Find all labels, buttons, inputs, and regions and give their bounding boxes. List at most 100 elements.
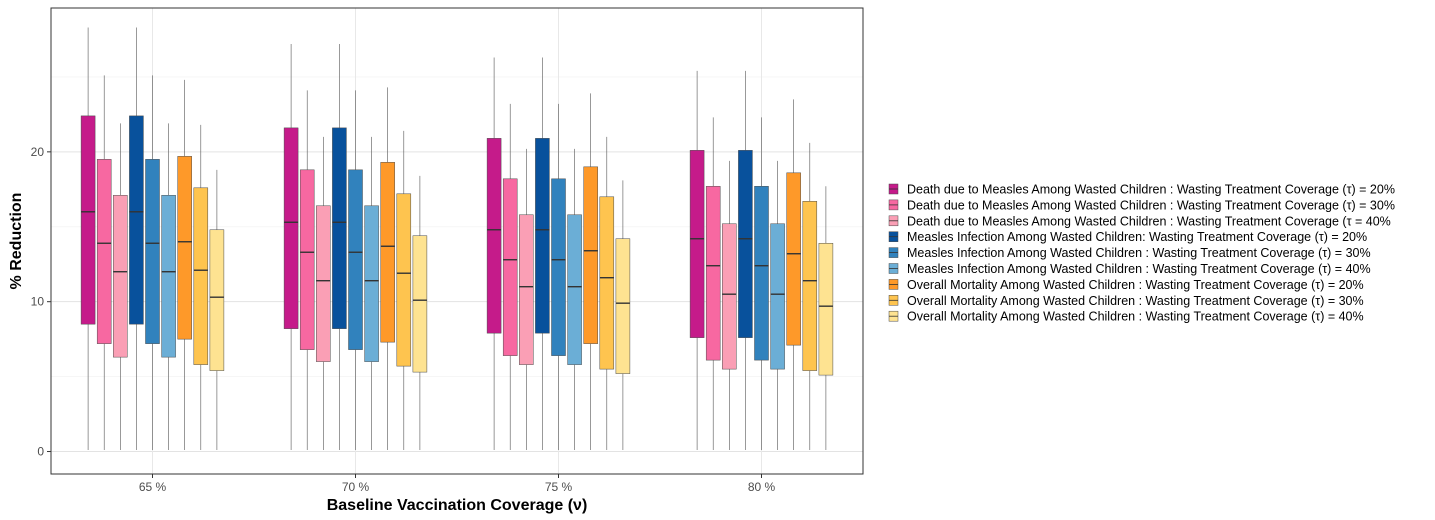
legend-item: Measles Infection Among Wasted Children …	[888, 246, 1371, 260]
legend-item: Death due to Measles Among Wasted Childr…	[888, 183, 1395, 197]
box	[316, 205, 331, 362]
box	[786, 172, 801, 346]
legend-label: Death due to Measles Among Wasted Childr…	[907, 214, 1391, 228]
legend-label: Measles Infection Among Wasted Children:…	[907, 230, 1367, 244]
legend-item: Measles Infection Among Wasted Children:…	[888, 230, 1367, 244]
legend-item: Overall Mortality Among Wasted Children …	[888, 310, 1364, 324]
box-plot-group	[177, 79, 192, 451]
box	[486, 138, 502, 334]
legend-label: Death due to Measles Among Wasted Childr…	[907, 183, 1395, 197]
legend-item: Death due to Measles Among Wasted Childr…	[888, 214, 1391, 228]
box-plot-group	[502, 103, 518, 451]
x-tick-label: 65 %	[139, 480, 167, 494]
box-plot-group	[551, 103, 566, 451]
box-plot-group	[786, 99, 801, 451]
box	[80, 115, 96, 325]
box	[113, 195, 128, 358]
box	[129, 115, 144, 325]
box-plot-group	[738, 70, 753, 451]
box	[583, 166, 598, 344]
box-plot-group	[802, 142, 818, 451]
legend-label: Overall Mortality Among Wasted Children …	[907, 310, 1364, 324]
box	[818, 242, 834, 376]
legend-label: Death due to Measles Among Wasted Childr…	[907, 198, 1395, 212]
legend: Death due to Measles Among Wasted Childr…	[888, 183, 1395, 324]
box	[283, 127, 299, 329]
box	[396, 193, 412, 367]
legend-label: Measles Infection Among Wasted Children …	[907, 262, 1371, 276]
box-plot-group	[299, 90, 315, 451]
plot-panel-border	[50, 7, 864, 475]
box-plot-group	[209, 169, 225, 451]
box	[599, 196, 615, 370]
box	[299, 169, 315, 350]
box-plot-group	[770, 160, 785, 451]
y-axis-title: % Reduction	[8, 193, 25, 290]
legend-item: Overall Mortality Among Wasted Children …	[888, 278, 1364, 292]
box	[161, 195, 176, 358]
box-plot-group	[332, 43, 347, 451]
y-tick-label: 20	[31, 145, 45, 159]
box-plot-group	[567, 148, 582, 451]
box	[705, 186, 721, 361]
box-plot-group	[113, 123, 128, 451]
legend-label: Overall Mortality Among Wasted Children …	[907, 278, 1364, 292]
box-plot-group	[519, 148, 534, 451]
box-plot-group	[412, 175, 428, 451]
box	[567, 214, 582, 365]
box-plot-group	[316, 136, 331, 451]
box-plot-group	[283, 43, 299, 451]
box	[177, 156, 192, 340]
box	[519, 214, 534, 365]
box-plot-group	[615, 180, 631, 451]
box	[551, 178, 566, 356]
box	[502, 178, 518, 356]
box-plot-group	[193, 124, 209, 451]
box-plot-group	[689, 70, 705, 451]
legend-item: Measles Infection Among Wasted Children …	[888, 262, 1371, 276]
box	[348, 169, 363, 350]
axes-layer: 0 10 20 65 % 70 % 75 % 80 %	[31, 145, 776, 494]
box	[412, 235, 428, 373]
box	[722, 223, 737, 370]
box-plot-group	[348, 90, 363, 451]
box-plot-group	[161, 123, 176, 451]
box-plot-group	[364, 136, 379, 451]
box-plot-group	[145, 75, 160, 451]
box-plot-group	[583, 93, 598, 451]
box-series-layer	[80, 27, 834, 451]
legend-item: Overall Mortality Among Wasted Children …	[888, 294, 1364, 308]
x-axis-title: Baseline Vaccination Coverage (ν)	[327, 497, 588, 514]
box-plot-group	[818, 186, 834, 451]
y-tick-label: 10	[31, 295, 45, 309]
legend-label: Measles Infection Among Wasted Children …	[907, 246, 1371, 260]
box-plot-group	[380, 87, 395, 451]
box-plot-group	[80, 27, 96, 451]
legend-item: Death due to Measles Among Wasted Childr…	[888, 198, 1395, 212]
box-plot-group	[535, 57, 550, 451]
box	[770, 223, 785, 370]
box	[802, 201, 818, 371]
box	[738, 150, 753, 338]
box	[364, 205, 379, 362]
box	[96, 159, 112, 344]
x-tick-label: 70 %	[342, 480, 370, 494]
box	[535, 138, 550, 334]
box	[380, 162, 395, 343]
box	[615, 238, 631, 374]
box-plot-group	[129, 27, 144, 451]
box	[145, 159, 160, 344]
box-plot-group	[722, 160, 737, 451]
x-tick-label: 75 %	[545, 480, 573, 494]
box	[193, 187, 209, 365]
box	[209, 229, 225, 371]
box-plot-group	[396, 130, 412, 451]
box-plot-group	[754, 117, 769, 451]
box-plot-group	[599, 136, 615, 451]
box	[332, 127, 347, 329]
legend-label: Overall Mortality Among Wasted Children …	[907, 294, 1364, 308]
box-plot-group	[96, 75, 112, 451]
box-plot-group	[705, 117, 721, 451]
